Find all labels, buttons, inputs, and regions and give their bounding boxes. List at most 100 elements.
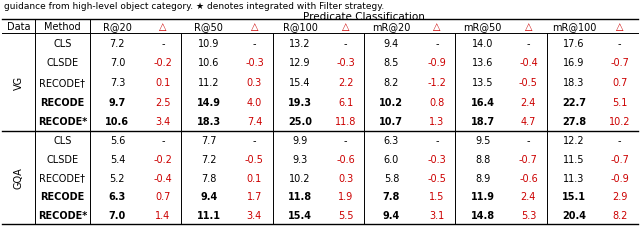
Text: 11.9: 11.9 [471, 191, 495, 201]
Text: 5.2: 5.2 [109, 173, 125, 183]
Text: 19.3: 19.3 [288, 97, 312, 107]
Text: △: △ [342, 22, 349, 32]
Text: RECODE†: RECODE† [40, 78, 86, 88]
Text: 2.4: 2.4 [521, 191, 536, 201]
Text: 27.8: 27.8 [562, 117, 586, 127]
Text: -0.6: -0.6 [337, 154, 355, 164]
Text: 10.6: 10.6 [106, 117, 129, 127]
Text: -: - [161, 136, 165, 146]
Text: 12.9: 12.9 [289, 58, 311, 68]
Text: 4.0: 4.0 [247, 97, 262, 107]
Text: 5.3: 5.3 [521, 210, 536, 220]
Text: 10.2: 10.2 [609, 117, 630, 127]
Text: 10.7: 10.7 [380, 117, 403, 127]
Text: 1.9: 1.9 [338, 191, 353, 201]
Text: 16.9: 16.9 [563, 58, 585, 68]
Text: 2.2: 2.2 [338, 78, 353, 88]
Text: 1.3: 1.3 [429, 117, 445, 127]
Text: CLSDE: CLSDE [47, 58, 79, 68]
Text: 8.5: 8.5 [384, 58, 399, 68]
Text: 9.5: 9.5 [475, 136, 490, 146]
Text: 6.0: 6.0 [384, 154, 399, 164]
Text: -: - [527, 136, 530, 146]
Text: 15.4: 15.4 [288, 210, 312, 220]
Text: 25.0: 25.0 [288, 117, 312, 127]
Text: 9.3: 9.3 [292, 154, 308, 164]
Text: 20.4: 20.4 [562, 210, 586, 220]
Text: 13.6: 13.6 [472, 58, 493, 68]
Text: 11.3: 11.3 [563, 173, 585, 183]
Text: △: △ [525, 22, 532, 32]
Text: Predicate Classification: Predicate Classification [303, 12, 425, 22]
Text: R@20: R@20 [103, 22, 132, 32]
Text: CLS: CLS [53, 136, 72, 146]
Text: 5.8: 5.8 [384, 173, 399, 183]
Text: 2.9: 2.9 [612, 191, 627, 201]
Text: -: - [618, 39, 621, 49]
Text: -0.4: -0.4 [519, 58, 538, 68]
Text: -0.6: -0.6 [519, 173, 538, 183]
Text: -: - [344, 39, 348, 49]
Text: -0.7: -0.7 [611, 58, 629, 68]
Text: CLSDE: CLSDE [47, 154, 79, 164]
Text: -0.5: -0.5 [519, 78, 538, 88]
Text: 14.0: 14.0 [472, 39, 493, 49]
Text: CLS: CLS [53, 39, 72, 49]
Text: -: - [253, 39, 256, 49]
Text: 1.5: 1.5 [429, 191, 445, 201]
Text: 0.7: 0.7 [156, 191, 171, 201]
Text: 8.8: 8.8 [475, 154, 490, 164]
Text: 18.3: 18.3 [196, 117, 221, 127]
Text: RECODE: RECODE [40, 191, 84, 201]
Text: -0.2: -0.2 [154, 58, 173, 68]
Text: 7.0: 7.0 [109, 210, 126, 220]
Text: 9.7: 9.7 [109, 97, 126, 107]
Text: Method: Method [44, 22, 81, 32]
Text: -0.7: -0.7 [519, 154, 538, 164]
Text: 0.3: 0.3 [338, 173, 353, 183]
Text: 1.4: 1.4 [156, 210, 171, 220]
Text: mR@100: mR@100 [552, 22, 596, 32]
Text: 13.2: 13.2 [289, 39, 311, 49]
Text: 7.2: 7.2 [201, 154, 216, 164]
Text: -1.2: -1.2 [428, 78, 447, 88]
Text: -0.7: -0.7 [611, 154, 629, 164]
Text: mR@50: mR@50 [463, 22, 502, 32]
Text: 11.1: 11.1 [196, 210, 221, 220]
Text: -: - [253, 136, 256, 146]
Text: -0.4: -0.4 [154, 173, 172, 183]
Text: 11.8: 11.8 [288, 191, 312, 201]
Text: 16.4: 16.4 [471, 97, 495, 107]
Text: 9.4: 9.4 [383, 210, 400, 220]
Text: 7.2: 7.2 [109, 39, 125, 49]
Text: △: △ [616, 22, 623, 32]
Text: -0.3: -0.3 [245, 58, 264, 68]
Text: 5.4: 5.4 [109, 154, 125, 164]
Text: mR@20: mR@20 [372, 22, 411, 32]
Text: 15.1: 15.1 [562, 191, 586, 201]
Text: 10.2: 10.2 [289, 173, 311, 183]
Text: 0.3: 0.3 [247, 78, 262, 88]
Text: 0.8: 0.8 [429, 97, 445, 107]
Text: 0.7: 0.7 [612, 78, 627, 88]
Text: 0.1: 0.1 [247, 173, 262, 183]
Text: 11.5: 11.5 [563, 154, 585, 164]
Text: △: △ [159, 22, 167, 32]
Text: -0.9: -0.9 [611, 173, 629, 183]
Text: -0.3: -0.3 [428, 154, 447, 164]
Text: 10.6: 10.6 [198, 58, 220, 68]
Text: RECODE*: RECODE* [38, 210, 87, 220]
Text: -: - [344, 136, 348, 146]
Text: 11.8: 11.8 [335, 117, 356, 127]
Text: 12.2: 12.2 [563, 136, 585, 146]
Text: 2.4: 2.4 [521, 97, 536, 107]
Text: R@100: R@100 [283, 22, 317, 32]
Text: -0.5: -0.5 [428, 173, 447, 183]
Text: △: △ [251, 22, 258, 32]
Text: RECODE: RECODE [40, 97, 84, 107]
Text: -: - [618, 136, 621, 146]
Text: VG: VG [13, 76, 24, 90]
Text: 3.4: 3.4 [247, 210, 262, 220]
Text: -0.3: -0.3 [337, 58, 355, 68]
Text: 18.3: 18.3 [563, 78, 585, 88]
